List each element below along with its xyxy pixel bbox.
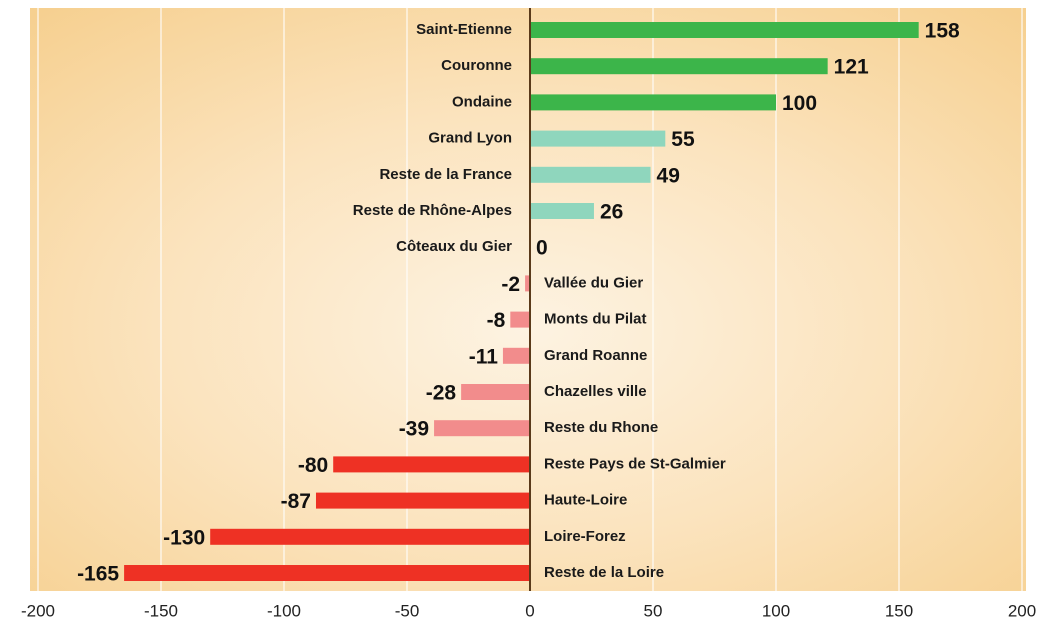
x-tick-label: 0 [525,601,534,620]
value-label: 55 [671,128,695,151]
value-label: 121 [834,56,869,79]
bar [530,22,919,38]
value-label: 100 [782,92,817,115]
category-label: Couronne [441,57,512,74]
category-label: Saint-Etienne [416,21,512,38]
x-tick-label: 100 [762,601,790,620]
bar [210,528,530,545]
category-label: Côteaux du Gier [396,238,512,255]
value-label: -80 [298,454,328,477]
bar [530,166,651,183]
category-label: Grand Roanne [544,347,647,364]
bar [530,203,594,219]
category-label: Reste de la Loire [544,564,664,581]
x-tick-label: -150 [144,601,178,620]
value-label: 49 [657,164,680,187]
category-label: Reste de Rhône-Alpes [353,202,512,219]
value-label: -28 [426,382,457,405]
value-label: -87 [281,490,311,513]
x-tick-label: 50 [644,601,663,620]
bar [124,565,530,581]
category-label: Grand Lyon [428,130,512,147]
category-label: Chazelles ville [544,383,647,400]
value-label: -2 [501,273,520,296]
bar [530,130,666,147]
bar [530,58,828,75]
x-tick-label: -50 [395,601,420,620]
value-label: -130 [163,526,205,549]
category-label: Haute-Loire [544,492,627,509]
value-label: 0 [536,237,548,260]
category-label: Reste du Rhone [544,419,658,436]
bar [525,275,530,292]
value-label: 158 [925,20,960,43]
bar [530,94,776,111]
category-label: Monts du Pilat [544,311,647,328]
value-label: -39 [399,418,429,441]
value-label: -8 [487,309,506,332]
bar [510,311,530,328]
value-label: -165 [77,563,119,586]
value-label: 26 [600,201,623,224]
category-label: Ondaine [452,93,512,110]
category-label: Loire-Forez [544,528,626,545]
category-label: Reste Pays de St-Galmier [544,455,726,472]
category-label: Reste de la France [379,166,512,183]
bar [333,456,530,473]
x-tick-label: -200 [21,601,55,620]
category-label: Vallée du Gier [544,274,643,291]
value-label: -11 [469,345,499,368]
x-tick-label: -100 [267,601,301,620]
x-tick-label: 150 [885,601,913,620]
bar [315,492,530,509]
bar [434,420,530,437]
bar [502,347,530,364]
bar [461,384,530,400]
x-tick-label: 200 [1008,601,1036,620]
